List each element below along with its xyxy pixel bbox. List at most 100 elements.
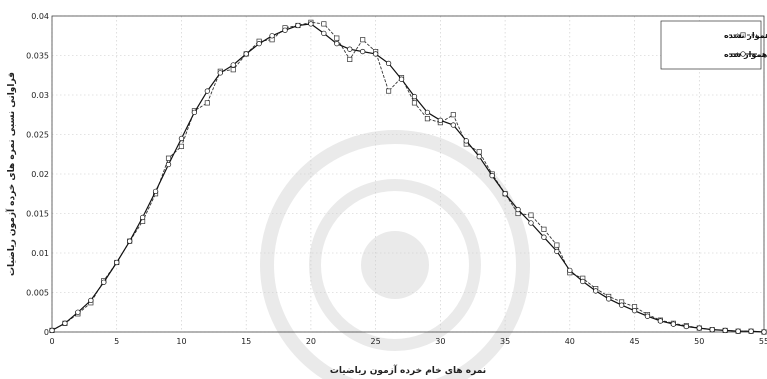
data-point: [631, 308, 638, 314]
y-tick-label: 0.01: [31, 249, 49, 258]
data-point: [62, 320, 68, 326]
data-point: [165, 161, 172, 168]
data-point: [308, 21, 314, 27]
data-point: [696, 325, 702, 331]
data-point: [75, 309, 81, 315]
y-tick-label: 0.015: [26, 210, 49, 219]
y-tick-label: 0.005: [26, 289, 49, 298]
x-tick-label: 45: [629, 337, 639, 346]
legend-marker: [740, 51, 746, 57]
y-axis-label: فراوانی نسبی نمره های خرده آزمون ریاضیات: [5, 72, 17, 276]
data-point: [256, 41, 262, 47]
x-axis-label: نمره های خام خرده آزمون ریاضیات: [330, 364, 486, 376]
y-axis-ticks: 0 0.005 0.01 0.015 0.02 0.025 0.03 0.035 0.04: [26, 12, 49, 337]
data-point: [450, 112, 456, 118]
y-tick-label: 0: [44, 328, 49, 337]
data-point: [282, 27, 288, 33]
data-point: [541, 234, 547, 240]
data-point: [528, 220, 534, 226]
data-point: [748, 328, 754, 334]
data-point: [735, 328, 741, 334]
data-point: [230, 62, 236, 68]
data-point: [670, 321, 677, 327]
series: [49, 19, 767, 335]
data-point: [463, 138, 469, 144]
data-point: [321, 21, 327, 27]
legend-box: [660, 20, 762, 70]
data-point: [554, 248, 560, 255]
data-point: [761, 329, 767, 335]
y-tick-label: 0.02: [31, 170, 49, 179]
data-point: [101, 279, 107, 285]
data-point: [411, 100, 418, 106]
legend: هموار نشده هموار شده: [660, 20, 767, 70]
data-point: [295, 22, 301, 29]
data-point: [657, 318, 664, 324]
data-point: [372, 51, 379, 57]
data-point: [204, 100, 210, 106]
data-point: [489, 172, 495, 179]
data-point: [191, 109, 198, 116]
x-tick-label: 40: [565, 337, 575, 346]
x-tick-label: 15: [241, 337, 251, 346]
data-point: [321, 30, 327, 37]
data-point: [139, 214, 146, 221]
data-point: [554, 242, 560, 248]
data-point: [386, 88, 392, 94]
x-tick-label: 50: [694, 337, 704, 346]
data-point: [398, 76, 405, 82]
data-point: [424, 116, 430, 122]
x-tick-label: 0: [49, 337, 54, 346]
data-point: [127, 238, 133, 244]
y-tick-label: 0.03: [31, 91, 49, 100]
legend-marker: [740, 32, 746, 38]
data-point: [606, 296, 612, 302]
data-point: [580, 278, 586, 285]
x-tick-label: 20: [306, 337, 316, 346]
data-point: [217, 70, 223, 76]
x-tick-label: 30: [435, 337, 445, 346]
data-point: [593, 288, 599, 294]
data-point: [515, 206, 521, 213]
data-point: [114, 259, 120, 266]
data-point: [269, 33, 275, 39]
data-point: [424, 109, 431, 116]
data-point: [722, 327, 728, 334]
data-point: [152, 188, 159, 195]
data-point: [334, 35, 340, 41]
legend-label: هموار شده: [724, 50, 767, 59]
y-tick-label: 0.035: [26, 52, 49, 61]
data-point: [178, 135, 185, 142]
x-axis-ticks: 0 5 10 15 20 25 30 35 40 45 50 55: [49, 337, 767, 346]
data-point: [476, 149, 482, 155]
data-point: [49, 327, 55, 334]
data-point: [476, 153, 482, 160]
x-tick-label: 55: [759, 337, 767, 346]
data-point: [450, 122, 456, 128]
legend-items: هموار نشده هموار شده: [724, 31, 767, 59]
data-point: [644, 313, 651, 319]
data-point: [360, 48, 366, 55]
data-point: [411, 93, 418, 100]
data-point: [334, 41, 340, 47]
data-point: [360, 37, 366, 43]
data-point: [502, 191, 508, 197]
data-point: [347, 56, 353, 63]
data-point: [204, 88, 210, 94]
x-tick-label: 5: [114, 337, 119, 346]
watermark-ornament: [260, 130, 530, 379]
legend-label: هموار نشده: [724, 31, 767, 40]
data-point: [243, 51, 249, 57]
y-tick-label: 0.025: [26, 131, 49, 140]
data-point: [385, 60, 392, 67]
data-point: [567, 267, 573, 274]
data-point: [709, 326, 715, 333]
data-point: [88, 297, 94, 304]
data-point: [347, 46, 353, 52]
x-tick-label: 25: [371, 337, 381, 346]
data-point: [178, 143, 185, 149]
data-point: [618, 302, 625, 308]
y-tick-label: 0.04: [31, 12, 49, 21]
data-point: [437, 117, 444, 123]
